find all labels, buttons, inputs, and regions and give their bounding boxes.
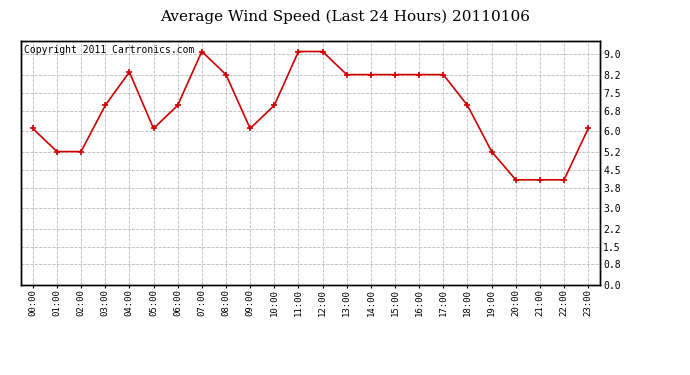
Text: Copyright 2011 Cartronics.com: Copyright 2011 Cartronics.com bbox=[23, 45, 194, 55]
Text: Average Wind Speed (Last 24 Hours) 20110106: Average Wind Speed (Last 24 Hours) 20110… bbox=[160, 9, 530, 24]
